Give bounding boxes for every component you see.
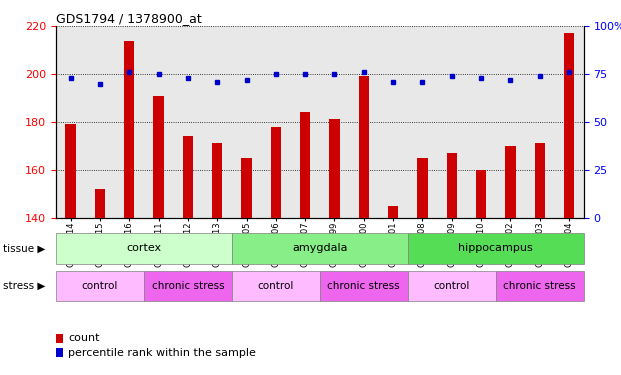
FancyBboxPatch shape bbox=[320, 271, 408, 301]
Bar bbox=[388, 206, 398, 218]
Text: chronic stress: chronic stress bbox=[504, 281, 576, 291]
Bar bbox=[212, 143, 222, 218]
Bar bbox=[564, 33, 574, 218]
Bar bbox=[271, 127, 281, 218]
Bar bbox=[153, 96, 164, 218]
Text: control: control bbox=[82, 281, 118, 291]
Text: stress ▶: stress ▶ bbox=[3, 281, 45, 291]
Text: chronic stress: chronic stress bbox=[327, 281, 400, 291]
Text: chronic stress: chronic stress bbox=[152, 281, 224, 291]
Text: control: control bbox=[433, 281, 470, 291]
FancyBboxPatch shape bbox=[232, 233, 408, 264]
Text: hippocampus: hippocampus bbox=[458, 243, 533, 254]
FancyBboxPatch shape bbox=[56, 233, 232, 264]
FancyBboxPatch shape bbox=[408, 233, 584, 264]
Text: control: control bbox=[258, 281, 294, 291]
Bar bbox=[417, 158, 428, 218]
Bar bbox=[505, 146, 515, 218]
Bar bbox=[95, 189, 105, 217]
FancyBboxPatch shape bbox=[144, 271, 232, 301]
Text: percentile rank within the sample: percentile rank within the sample bbox=[68, 348, 256, 357]
Bar bbox=[124, 40, 134, 218]
FancyBboxPatch shape bbox=[408, 271, 496, 301]
Bar bbox=[183, 136, 193, 218]
Bar bbox=[476, 170, 486, 217]
FancyBboxPatch shape bbox=[232, 271, 320, 301]
Text: GDS1794 / 1378900_at: GDS1794 / 1378900_at bbox=[56, 12, 202, 25]
Bar bbox=[359, 76, 369, 218]
Bar bbox=[446, 153, 457, 218]
Text: cortex: cortex bbox=[126, 243, 161, 254]
Bar bbox=[300, 112, 310, 218]
FancyBboxPatch shape bbox=[496, 271, 584, 301]
Text: count: count bbox=[68, 333, 100, 343]
Bar bbox=[242, 158, 252, 218]
Bar bbox=[65, 124, 76, 218]
Text: tissue ▶: tissue ▶ bbox=[3, 243, 45, 254]
Bar bbox=[535, 143, 545, 218]
Bar bbox=[329, 120, 340, 218]
FancyBboxPatch shape bbox=[56, 271, 144, 301]
Text: amygdala: amygdala bbox=[292, 243, 348, 254]
